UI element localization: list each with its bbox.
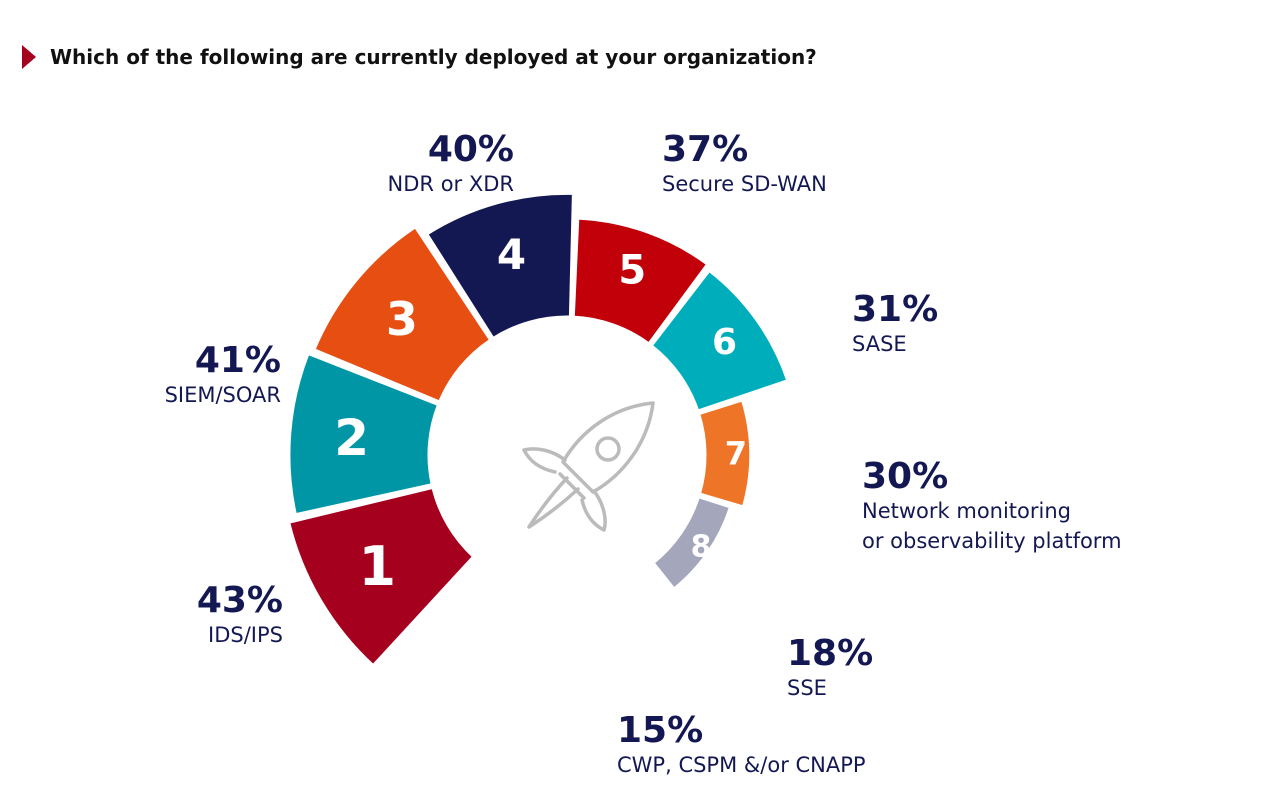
segment-number-4: 4: [497, 230, 526, 279]
category-label-4: Secure SD-WAN: [662, 172, 827, 196]
title-marker: [22, 45, 36, 69]
segment-number-6: 6: [712, 322, 737, 363]
segment-number-8: 8: [691, 530, 712, 565]
category-label-6-line-1: Network monitoring: [862, 499, 1071, 523]
segment-7: [696, 398, 753, 509]
segment-5: [571, 216, 710, 346]
segment-number-3: 3: [386, 292, 418, 346]
value-label-5: 31%: [852, 289, 938, 330]
segment-number-5: 5: [618, 248, 646, 294]
category-label-2: SIEM/SOAR: [165, 383, 281, 407]
segments: 1 2 3 4 5 6 7 8: [286, 191, 790, 668]
value-labels: 43%IDS/IPS 41%SIEM/SOAR 40%NDR or XDR 37%Se…: [165, 129, 1122, 777]
segment-number-2: 2: [334, 409, 369, 467]
category-label-5: SASE: [852, 332, 907, 356]
segment-6: [649, 268, 790, 413]
value-label-4: 37%: [662, 129, 748, 170]
category-label-8: CWP, CSPM &/or CNAPP: [617, 753, 866, 777]
category-label-3: NDR or XDR: [388, 172, 514, 196]
category-label-7: SSE: [787, 676, 827, 700]
value-label-3: 40%: [428, 129, 514, 170]
segment-8: [650, 494, 733, 592]
segment-number-1: 1: [359, 535, 397, 598]
value-label-1: 43%: [197, 580, 283, 621]
category-label-1: IDS/IPS: [208, 623, 283, 647]
segment-4: [424, 191, 575, 341]
value-label-2: 41%: [195, 340, 281, 381]
rocket-icon: [522, 401, 655, 532]
segment-number-7: 7: [725, 435, 747, 473]
chart-title: Which of the following are currently dep…: [50, 45, 817, 69]
segment-1: [286, 485, 476, 668]
segment-2: [287, 351, 441, 517]
value-label-8: 15%: [617, 710, 703, 751]
category-label-6-line-2: or observability platform: [862, 529, 1122, 553]
value-label-6: 30%: [862, 456, 948, 497]
value-label-7: 18%: [787, 633, 873, 674]
segment-3: [312, 224, 493, 404]
